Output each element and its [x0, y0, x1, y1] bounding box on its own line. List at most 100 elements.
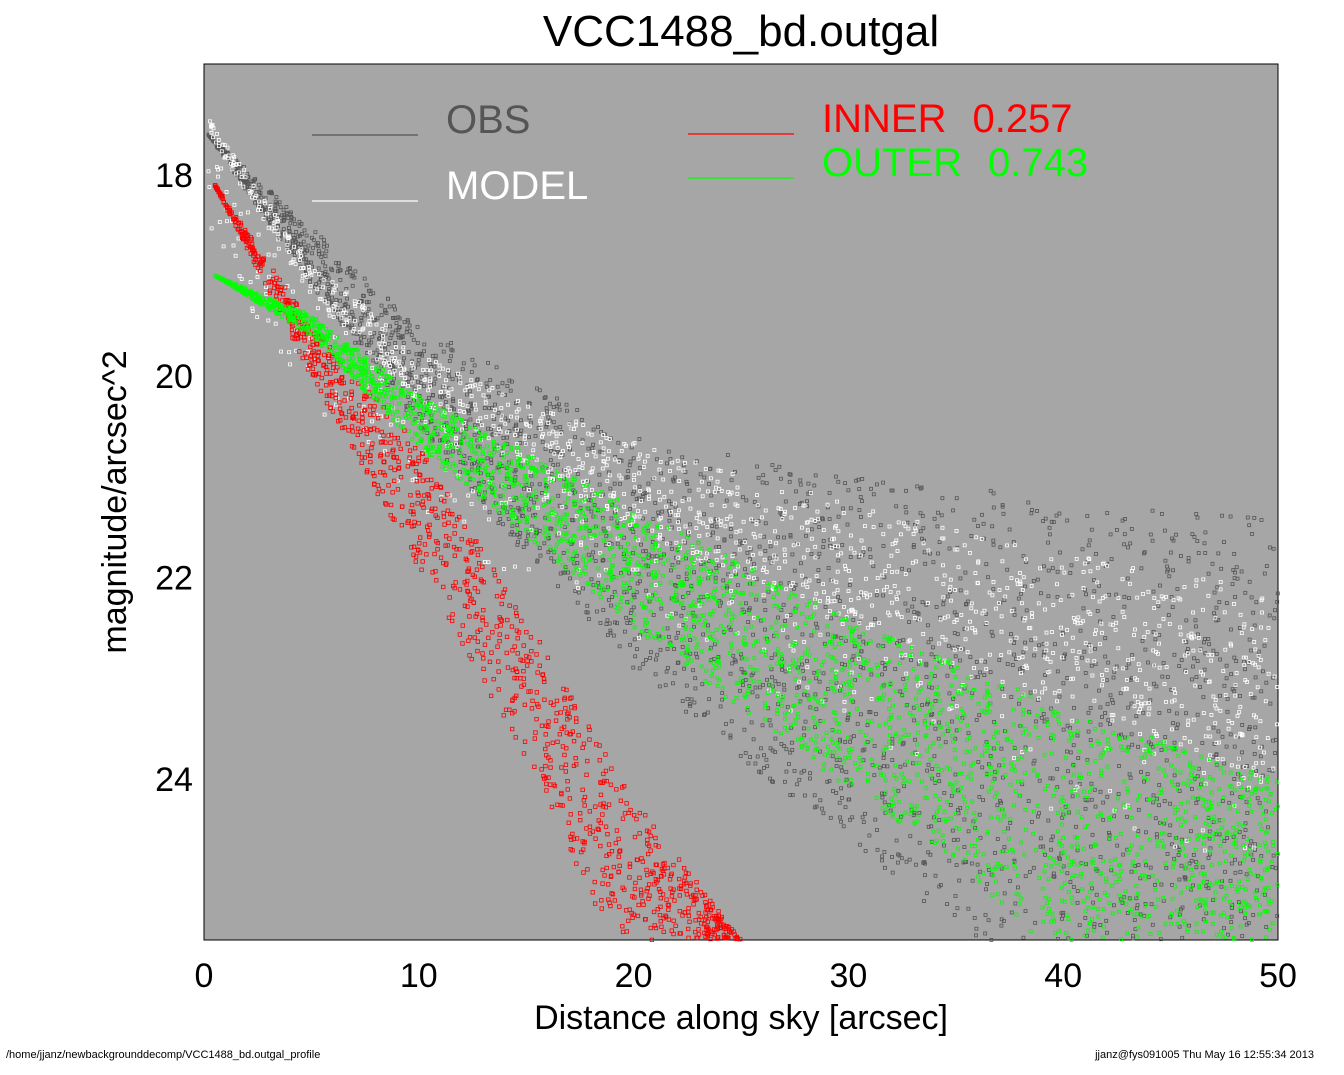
- obs-point: [359, 318, 364, 323]
- obs-point: [787, 479, 792, 484]
- obs-point: [745, 550, 750, 555]
- obs-point: [1157, 711, 1162, 715]
- obs-point: [1163, 528, 1167, 533]
- obs-point: [1150, 538, 1155, 543]
- obs-point: [622, 590, 627, 595]
- obs-point: [949, 793, 954, 798]
- obs-point: [1090, 886, 1094, 891]
- obs-point: [1084, 592, 1088, 597]
- obs-point: [1129, 701, 1134, 706]
- obs-point: [846, 488, 851, 493]
- obs-point: [1179, 863, 1184, 868]
- obs-point: [1244, 872, 1249, 877]
- obs-point: [818, 798, 823, 803]
- obs-point: [708, 466, 712, 471]
- obs-point: [1271, 853, 1276, 858]
- obs-point: [505, 384, 510, 388]
- obs-point: [1095, 609, 1100, 613]
- obs-point: [790, 552, 795, 557]
- obs-point: [1068, 880, 1073, 884]
- obs-point: [780, 656, 784, 661]
- obs-point: [898, 689, 903, 694]
- obs-point: [805, 504, 809, 509]
- obs-point: [781, 602, 786, 607]
- obs-point: [905, 520, 910, 525]
- obs-point: [812, 670, 817, 675]
- obs-point: [1055, 767, 1060, 771]
- obs-point: [498, 494, 503, 499]
- obs-point: [881, 644, 886, 648]
- obs-point: [974, 926, 979, 931]
- obs-point: [1092, 578, 1096, 582]
- obs-point: [548, 526, 553, 531]
- obs-point: [1239, 569, 1244, 574]
- obs-point: [950, 719, 954, 724]
- obs-point: [472, 363, 477, 368]
- obs-point: [812, 483, 817, 488]
- obs-point: [962, 845, 967, 849]
- obs-point: [624, 589, 629, 594]
- obs-point: [1023, 909, 1028, 913]
- obs-point: [1097, 688, 1101, 693]
- obs-point: [1094, 552, 1098, 556]
- obs-point: [1214, 651, 1219, 656]
- obs-point: [1196, 551, 1201, 555]
- obs-point: [708, 533, 713, 538]
- obs-point: [1250, 695, 1255, 700]
- obs-point: [1021, 554, 1026, 559]
- obs-point: [1008, 879, 1012, 883]
- obs-point: [840, 662, 844, 666]
- obs-point: [674, 555, 678, 560]
- obs-point: [367, 338, 372, 343]
- obs-point: [926, 850, 931, 855]
- obs-point: [908, 834, 913, 839]
- obs-point: [889, 488, 894, 493]
- obs-point: [1195, 539, 1200, 543]
- obs-point: [1217, 600, 1222, 604]
- obs-point: [1262, 571, 1267, 576]
- obs-point: [542, 541, 547, 546]
- obs-point: [685, 697, 690, 701]
- obs-point: [515, 523, 520, 528]
- obs-point: [970, 878, 975, 883]
- obs-point: [1225, 836, 1229, 840]
- obs-point: [680, 455, 685, 460]
- obs-point: [1212, 742, 1217, 746]
- obs-point: [505, 510, 510, 515]
- obs-point: [307, 280, 312, 284]
- obs-point: [1000, 504, 1005, 509]
- obs-point: [663, 683, 668, 688]
- obs-point: [925, 768, 929, 773]
- obs-point: [607, 598, 611, 602]
- obs-point: [694, 651, 698, 656]
- obs-point: [1170, 605, 1175, 609]
- obs-point: [1047, 525, 1052, 530]
- obs-point: [900, 693, 904, 698]
- obs-point: [869, 672, 874, 677]
- obs-point: [1164, 865, 1169, 870]
- obs-point: [1175, 587, 1180, 591]
- obs-point: [863, 811, 867, 816]
- obs-point: [464, 392, 469, 397]
- obs-point: [1275, 591, 1280, 596]
- obs-point: [828, 815, 833, 820]
- obs-point: [1219, 884, 1224, 889]
- obs-point: [366, 343, 371, 348]
- obs-point: [536, 426, 541, 430]
- obs-point: [1041, 519, 1045, 523]
- obs-point: [1085, 933, 1089, 938]
- obs-point: [964, 602, 968, 607]
- obs-point: [1038, 844, 1043, 849]
- obs-point: [888, 808, 893, 813]
- obs-point: [1043, 673, 1047, 677]
- obs-point: [928, 852, 933, 857]
- obs-point: [597, 472, 602, 477]
- obs-point: [760, 480, 765, 485]
- obs-point: [1106, 660, 1111, 665]
- obs-point: [467, 411, 472, 416]
- obs-point: [461, 361, 466, 366]
- obs-point: [722, 538, 727, 543]
- obs-point: [937, 540, 942, 544]
- obs-point: [1127, 772, 1132, 777]
- obs-point: [1172, 740, 1177, 745]
